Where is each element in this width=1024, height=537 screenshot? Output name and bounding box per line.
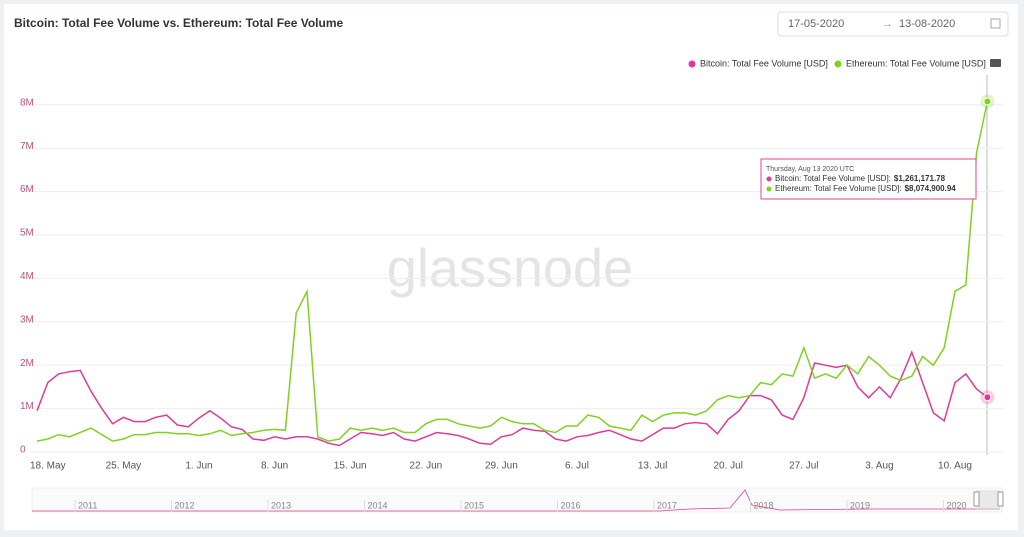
tooltip-value: $8,074,900.94 [905,184,957,193]
x-tick-label: 6. Jul [565,461,589,472]
card [4,4,1018,530]
tooltip-marker [766,186,772,192]
navigator-window[interactable] [976,490,1000,510]
navigator[interactable] [31,487,1003,513]
x-tick-label: 8. Jun [261,461,288,472]
tooltip-marker [766,176,772,182]
x-tick-label: 29. Jun [485,461,518,472]
y-tick-label: 5M [20,228,34,239]
tooltip-label: Ethereum: Total Fee Volume [USD]: [775,184,902,193]
x-tick-label: 22. Jun [409,461,442,472]
navigator-label: 2018 [754,500,774,510]
tooltip-value: $1,261,171.78 [894,174,946,183]
y-tick-label: 2M [20,358,34,369]
x-tick-label: 1. Jun [185,461,212,472]
navigator-handle[interactable] [997,491,1004,507]
navigator-label: 2019 [850,500,870,510]
x-tick-label: 27. Jul [789,461,818,472]
y-tick-label: 7M [20,141,34,152]
navigator-handle[interactable] [973,491,980,507]
navigator-label: 2012 [175,500,195,510]
x-tick-label: 25. May [106,461,142,472]
tooltip-box [760,158,977,200]
x-tick-label: 3. Aug [865,461,893,472]
y-tick-label: 1M [20,401,34,412]
series-line [36,101,989,442]
x-tick-label: 13. Jul [638,461,667,472]
x-tick-label: 20. Jul [713,461,742,472]
navigator-label: 2016 [561,500,581,510]
y-tick-label: 8M [20,97,34,108]
arrow-icon: → [882,18,893,30]
camera-icon[interactable] [990,59,1001,67]
series-line [36,350,988,447]
legend-label: Bitcoin: Total Fee Volume [USD] [700,58,828,68]
navigator-series [32,489,1000,512]
y-tick-label: 6M [20,184,34,195]
tooltip-label: Bitcoin: Total Fee Volume [USD]: [775,174,891,183]
date-picker[interactable] [777,11,1009,37]
navigator-label: 2014 [368,500,388,510]
legend-label: Ethereum: Total Fee Volume [USD] [846,58,986,68]
y-tick-label: 0 [20,445,26,456]
navigator-label: 2020 [947,500,967,510]
y-tick-label: 4M [20,271,34,282]
navigator-label: 2015 [464,500,484,510]
legend-marker [834,60,842,68]
watermark: glassnode [387,238,633,298]
legend-marker [688,60,696,68]
plot: 0 1M 2M 3M 4M 5M 6M 7M 8M 18. May 25. May 1. Jun 8. … [20,58,1003,472]
y-tick-label: 3M [20,314,34,325]
navigator-label: 2017 [657,500,677,510]
date-from[interactable]: 17-05-2020 [788,18,844,30]
chart-title: Bitcoin: Total Fee Volume vs. Ethereum: … [14,16,343,30]
date-to[interactable]: 13-08-2020 [899,18,955,30]
tooltip-title: Thursday, Aug 13 2020 UTC [766,166,854,173]
hover-point [983,97,992,106]
x-tick-label: 10. Aug [938,461,972,472]
calendar-icon[interactable] [990,18,1001,29]
navigator-label: 2011 [78,500,97,510]
x-tick-label: 15. Jun [334,461,367,472]
x-tick-label: 18. May [30,461,66,472]
hover-point [983,393,992,402]
navigator-label: 2013 [271,500,291,510]
